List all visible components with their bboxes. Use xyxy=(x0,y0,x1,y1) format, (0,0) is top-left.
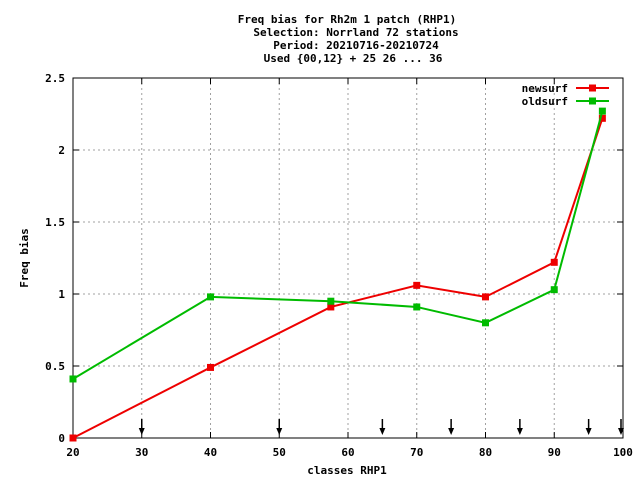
x-tick-label: 70 xyxy=(410,446,423,459)
y-tick-label: 1 xyxy=(58,288,65,301)
x-tick-label: 90 xyxy=(548,446,561,459)
class-arrow-marker xyxy=(276,419,283,435)
data-point xyxy=(413,281,421,289)
data-point xyxy=(550,258,558,266)
data-point xyxy=(207,293,214,301)
class-arrow-marker xyxy=(618,419,624,435)
x-tick-label: 20 xyxy=(66,446,79,459)
series-line xyxy=(72,110,604,380)
data-point xyxy=(69,434,77,442)
data-point xyxy=(598,107,606,115)
legend-label: oldsurf xyxy=(522,95,568,108)
x-axis-label: classes RHP1 xyxy=(307,464,387,477)
x-axis-ticks: 20 30 40 50 60 70 80 90 100 xyxy=(66,78,633,459)
legend-marker xyxy=(589,97,596,105)
series-layer xyxy=(69,107,606,442)
y-tick-label: 2.5 xyxy=(45,72,65,85)
data-point xyxy=(482,293,489,301)
x-tick-label: 30 xyxy=(135,446,148,459)
data-point xyxy=(207,363,214,371)
class-arrow-marker xyxy=(585,419,592,435)
data-point xyxy=(550,286,558,294)
data-point xyxy=(327,303,335,311)
title-line-3: Period: 20210716-20210724 xyxy=(273,39,439,52)
data-point xyxy=(69,375,77,383)
chart-title: Freq bias for Rh2m 1 patch (RHP1) Select… xyxy=(238,13,459,65)
class-arrow-marker xyxy=(138,419,145,435)
class-arrow-markers xyxy=(138,419,624,435)
x-tick-label: 80 xyxy=(479,446,492,459)
y-tick-label: 2 xyxy=(58,144,65,157)
series-line xyxy=(72,118,604,439)
data-point xyxy=(327,297,335,305)
class-arrow-marker xyxy=(448,419,455,435)
grid xyxy=(73,78,623,438)
y-axis-ticks: 0 0.5 1 1.5 2 2.5 xyxy=(45,72,623,445)
data-point xyxy=(413,303,421,311)
data-point xyxy=(482,319,489,327)
class-arrow-marker xyxy=(379,419,386,435)
x-tick-label: 60 xyxy=(341,446,354,459)
x-tick-label: 40 xyxy=(204,446,217,459)
data-point xyxy=(598,114,606,122)
title-line-1: Freq bias for Rh2m 1 patch (RHP1) xyxy=(238,13,457,26)
title-line-2: Selection: Norrland 72 stations xyxy=(253,26,458,39)
y-axis-label: Freq bias xyxy=(18,228,31,288)
y-tick-label: 0 xyxy=(58,432,65,445)
x-tick-label: 50 xyxy=(273,446,286,459)
y-tick-label: 1.5 xyxy=(45,216,65,229)
legend-marker xyxy=(589,84,596,92)
title-line-4: Used {00,12} + 25 26 ... 36 xyxy=(264,52,443,65)
class-arrow-marker xyxy=(516,419,523,435)
series-newsurf xyxy=(69,114,606,442)
legend-label: newsurf xyxy=(522,82,568,95)
legend-entry: newsurf xyxy=(522,82,609,95)
legend-entry: oldsurf xyxy=(522,95,609,108)
x-tick-label: 100 xyxy=(613,446,633,459)
series-oldsurf xyxy=(69,107,606,383)
y-tick-label: 0.5 xyxy=(45,360,65,373)
